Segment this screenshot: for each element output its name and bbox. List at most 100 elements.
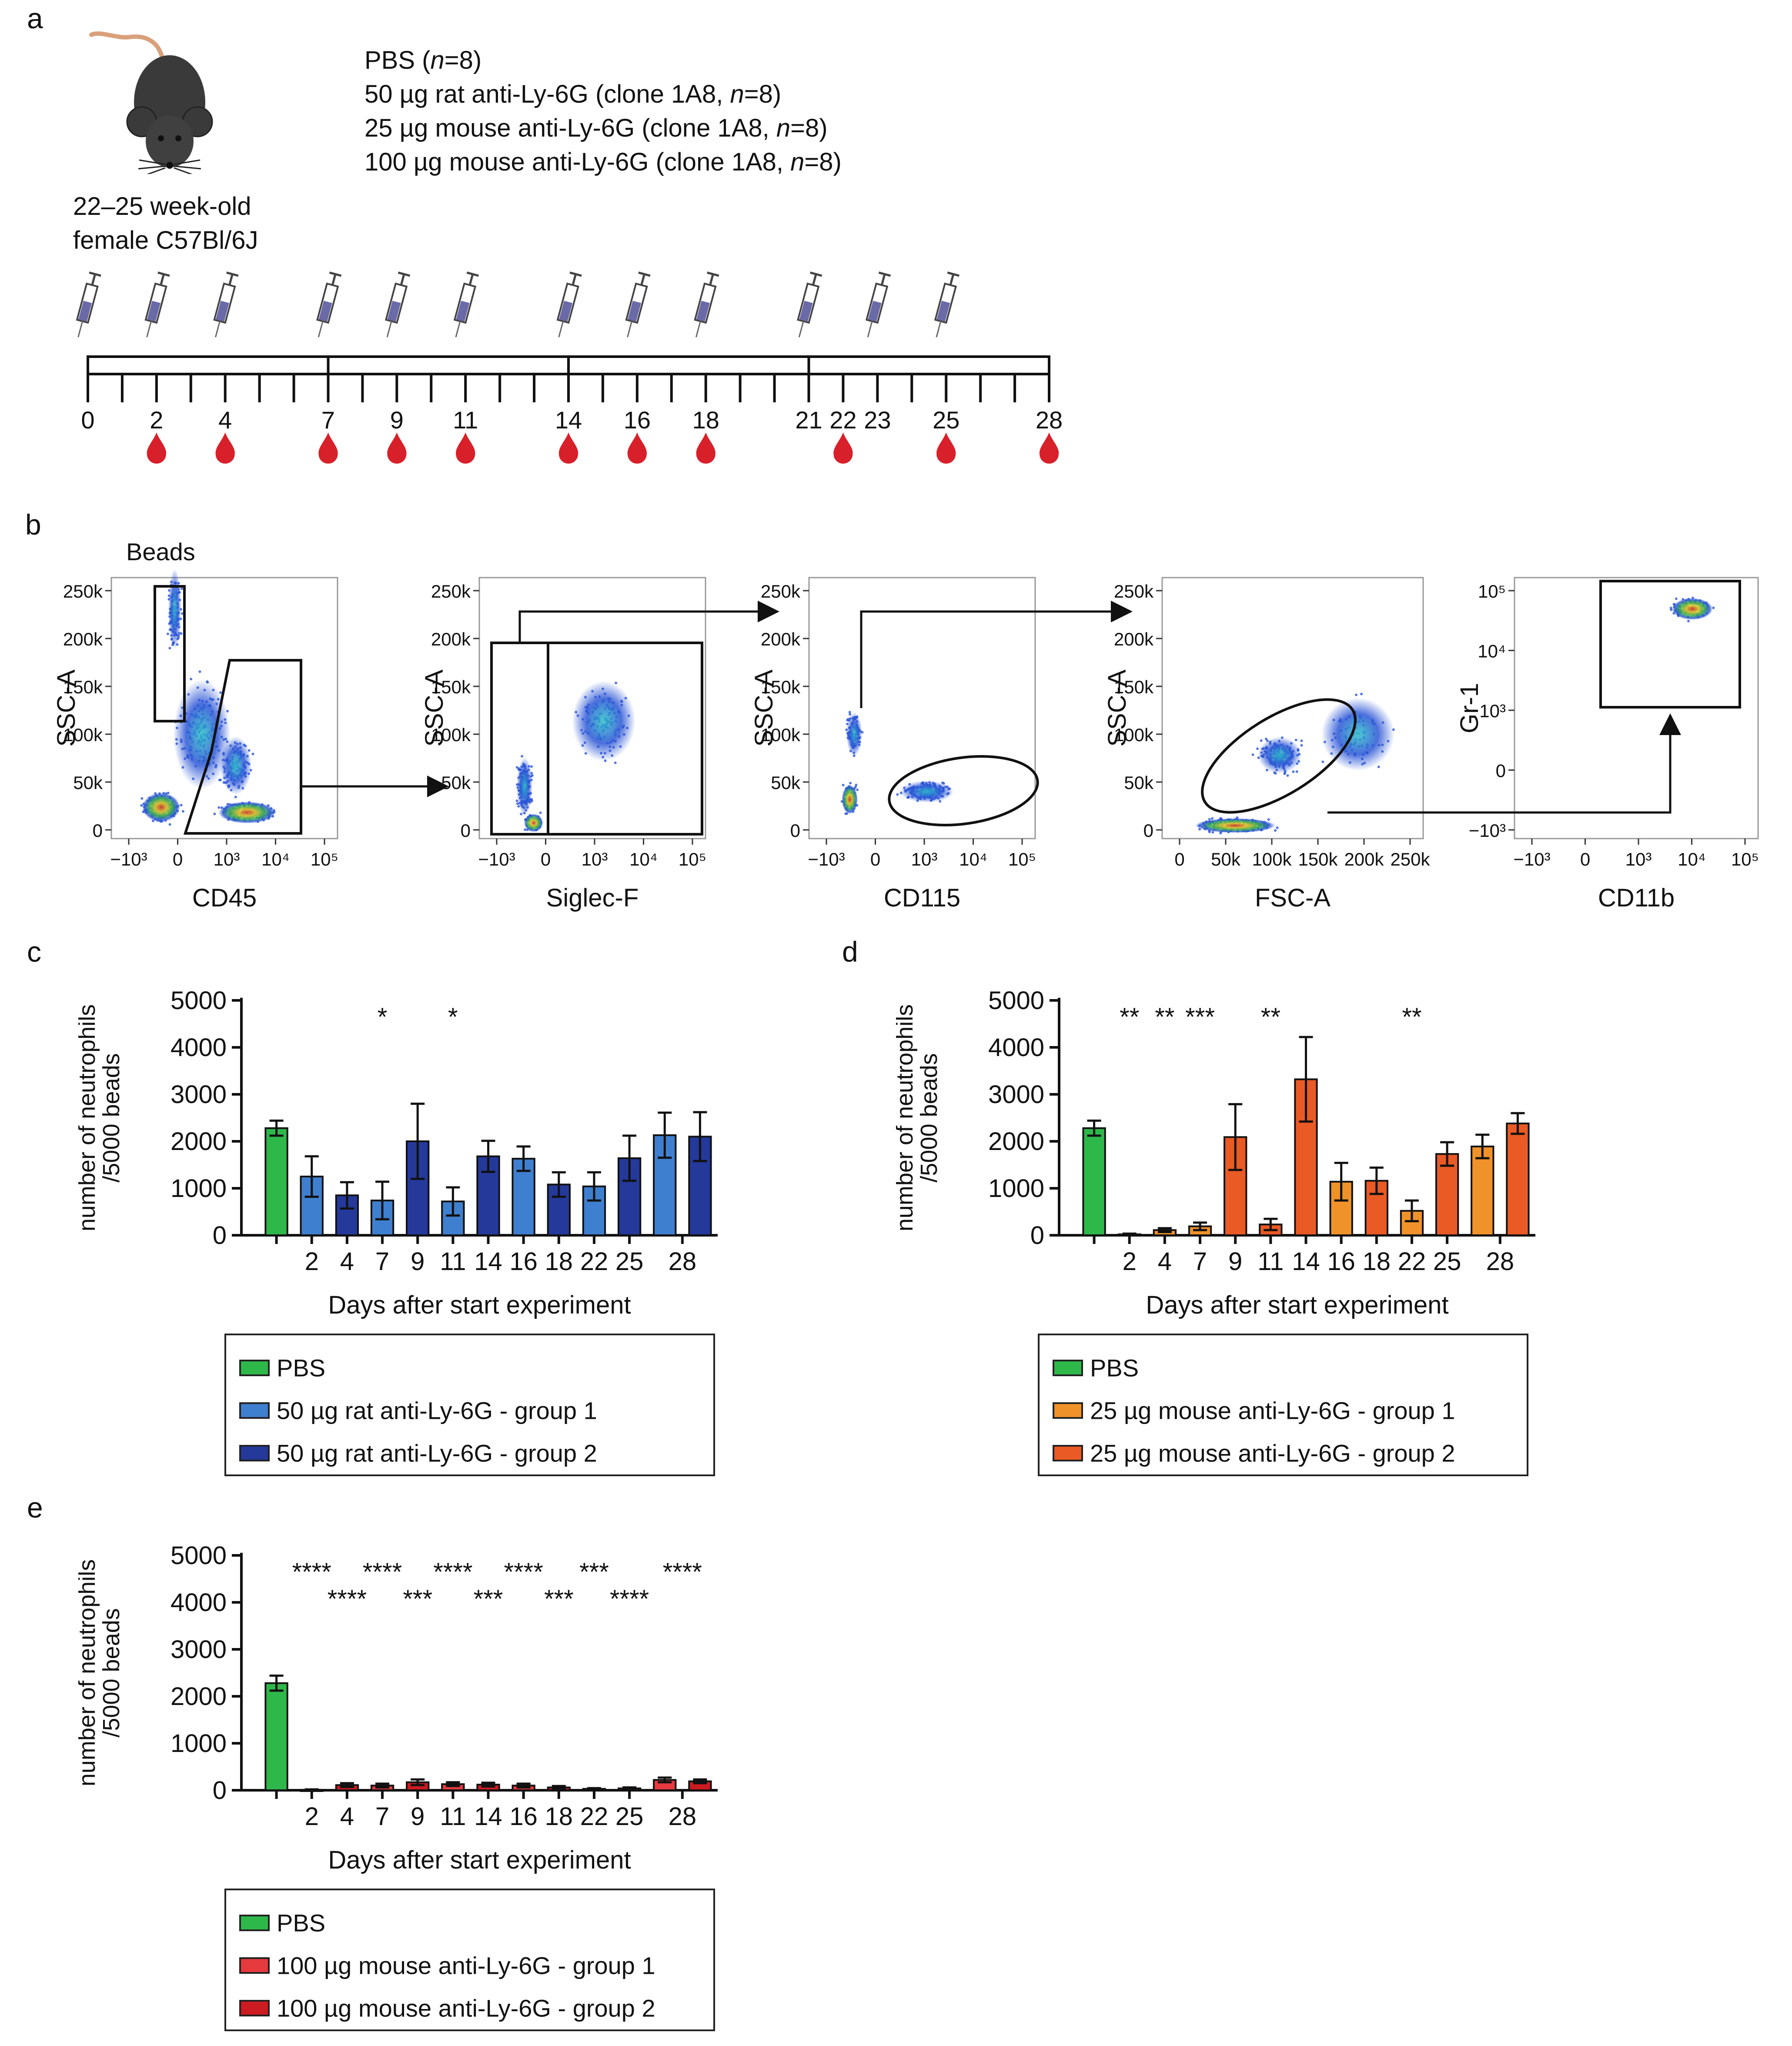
y-tick-label: 1000 [988, 1174, 1044, 1203]
blood-drop-icon [1039, 432, 1059, 464]
flow-x-tick-label: 10⁵ [311, 849, 338, 869]
bar [1435, 1153, 1459, 1236]
flow-event-dot [521, 755, 524, 758]
flow-event-dot [844, 812, 847, 815]
flow-x-tick-label: 10⁴ [629, 849, 658, 869]
flow-density-core [1257, 737, 1302, 773]
significance-marker: **** [363, 1558, 402, 1586]
bar-chart-e: 0 1000 2000 3000 4000 5000 2 4 7 9 11 14 16 18 22 25 28 D… [78, 1541, 718, 1874]
syringe-icon [316, 271, 342, 338]
x-tick-label: 11 [440, 1802, 466, 1831]
blood-drop-icon [696, 432, 715, 464]
legend-swatch [1053, 1402, 1083, 1419]
flow-event-dot [181, 810, 184, 813]
flow-event-dot [1294, 739, 1297, 742]
x-tick-label: 16 [509, 1247, 538, 1276]
flow-y-tick-label: 50k [771, 772, 801, 793]
flow-x-tick-label: 150k [1298, 849, 1338, 869]
flow-plot-frame [1161, 577, 1424, 839]
flow-event-dot [217, 806, 221, 809]
flow-density-core [524, 814, 543, 832]
flow-y-tick-label: 200k [761, 629, 801, 649]
flow-gating-panel: 250k 200k 150k 100k 50k 0 −10³ 0 10³ 10⁴ 10⁵ CD45 SS… [52, 568, 1759, 912]
flow-event-dot [1687, 620, 1690, 623]
panel-letter-b: b [25, 508, 41, 541]
flow-y-tick-label: 250k [63, 581, 103, 602]
significance-marker: **** [663, 1558, 702, 1586]
syringe-icon [865, 271, 891, 338]
legend-swatch [239, 2000, 270, 2017]
flow-event-dot [1276, 826, 1279, 829]
flow-event-dot [1712, 606, 1715, 609]
y-tick-label: 4000 [171, 1588, 227, 1617]
legend-item-group-1: 50 µg rat anti-Ly-6G - group 1 [239, 1394, 597, 1424]
flow-density-core [846, 712, 863, 756]
syringe-icon [694, 271, 719, 338]
x-tick-label: 11 [440, 1247, 466, 1276]
x-tick-label: 28 [669, 1247, 697, 1276]
x-tick-label: 28 [669, 1802, 697, 1831]
legend-swatch [1053, 1445, 1083, 1462]
group-line-rat-50: 50 µg rat anti-Ly-6G (clone 1A8, n=8) [364, 80, 782, 108]
flow-event-dot [180, 632, 183, 635]
flow-event-dot [1292, 770, 1295, 773]
gate-fsc-ssc [1201, 698, 1357, 814]
significance-marker: **** [433, 1558, 472, 1586]
x-tick-label: 4 [340, 1247, 354, 1276]
flow-y-tick-label: 150k [431, 677, 471, 697]
flow-density-core [842, 785, 858, 814]
group-line-mouse-25: 25 µg mouse anti-Ly-6G (clone 1A8, n=8) [364, 114, 828, 142]
legend-item-group-1: 100 µg mouse anti-Ly-6G - group 1 [239, 1949, 655, 1979]
group-line-mouse-100: 100 µg mouse anti-Ly-6G (clone 1A8, n=8) [364, 148, 842, 176]
x-tick-label: 7 [1193, 1247, 1207, 1276]
y-axis-label: number of neutrophils [78, 1004, 100, 1231]
y-tick-label: 3000 [988, 1080, 1044, 1109]
x-tick-label: 4 [340, 1802, 354, 1831]
group-line-pbs: PBS (n=8) [364, 46, 482, 74]
x-tick-label: 16 [1327, 1247, 1355, 1276]
treatment-timeline: 0 2 4 7 9 11 14 16 18 21 22 23 25 28 [76, 271, 1063, 464]
y-tick-label: 1000 [171, 1174, 227, 1203]
flow-event-dot [1360, 692, 1363, 695]
bar [264, 1127, 288, 1237]
flow-x-tick-label: 10⁵ [679, 849, 706, 869]
significance-marker: ** [1402, 1003, 1421, 1031]
flow-x-tick-label: 50k [1211, 849, 1241, 869]
significance-marker: * [378, 1003, 388, 1031]
flow-x-tick-label: 10³ [582, 849, 608, 869]
y-axis-label: /5000 beads [916, 1053, 942, 1182]
flow-y-tick-label: 0 [1143, 820, 1153, 841]
legend-swatch [239, 1402, 270, 1419]
mouse-whiskers [138, 159, 201, 174]
flow-y-axis-label: SSC-A [1103, 669, 1131, 747]
x-tick-label: 22 [580, 1802, 608, 1831]
legend-swatch [239, 1915, 270, 1932]
flow-y-tick-label: 50k [441, 772, 471, 793]
timeline-day-label: 22 [829, 406, 856, 434]
flow-y-tick-label: 50k [73, 772, 103, 793]
flow-event-dot [842, 783, 845, 786]
gating-arrow [518, 601, 779, 643]
x-tick-label: 28 [1486, 1247, 1515, 1276]
x-tick-label: 18 [1363, 1247, 1391, 1276]
bar-chart-d: 0 1000 2000 3000 4000 5000 2 4 7 9 11 14 16 18 22 25 28 D… [896, 986, 1535, 1319]
flow-event-dot [180, 804, 183, 807]
legend-e: PBS 100 µg mouse anti-Ly-6G - group 1 10… [224, 1889, 715, 2031]
significance-marker: *** [1185, 1003, 1215, 1031]
x-tick-label: 14 [474, 1247, 502, 1276]
flow-y-tick-label: 200k [1114, 629, 1154, 649]
flow-event-dot [1274, 829, 1277, 832]
x-tick-label: 25 [1433, 1247, 1461, 1276]
flow-event-dot [190, 678, 193, 681]
syringe-icon [934, 271, 960, 338]
flow-y-tick-label: 0 [790, 820, 800, 841]
flow-y-axis-label: Gr-1 [1455, 683, 1484, 733]
flow-x-tick-label: 250k [1390, 849, 1430, 869]
x-tick-label: 14 [1292, 1247, 1320, 1276]
x-tick-label: 7 [375, 1802, 389, 1831]
gate-cd45-positive [183, 659, 302, 835]
significance-marker: *** [474, 1585, 503, 1613]
x-tick-label: 18 [545, 1802, 573, 1831]
flow-y-tick-label: 250k [431, 581, 471, 602]
